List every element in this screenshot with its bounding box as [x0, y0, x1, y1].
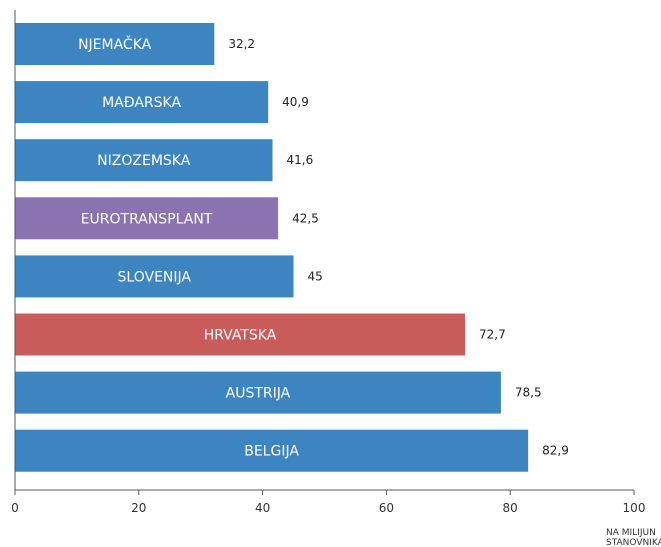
value-label: 40,9	[282, 95, 309, 109]
bar-eurotransplant	[15, 197, 279, 240]
x-tick-label: 20	[131, 501, 146, 515]
bars-layer: NJEMAČKA 32,2 MAĐARSKA 40,9 NIZOZEMSKA 41,6 EU…	[15, 23, 569, 472]
value-label: 78,5	[515, 386, 542, 400]
unit-label-line-2: STANOVNIKA	[606, 538, 661, 547]
bar-mađarska	[15, 81, 269, 124]
x-tick-label: 0	[11, 501, 19, 515]
x-tick-label: 80	[503, 501, 518, 515]
category-label: NIZOZEMSKA	[97, 153, 191, 169]
unit-label-line-1: NA MILIJUN	[606, 528, 656, 538]
bar-njemačka	[15, 23, 215, 65]
bar-slovenija	[15, 255, 294, 298]
value-label: 45	[308, 269, 323, 283]
bar-austrija	[15, 371, 501, 414]
x-tick-label: 60	[379, 501, 394, 515]
value-label: 82,9	[542, 444, 569, 458]
bar-hrvatska	[15, 313, 466, 356]
value-label: 41,6	[287, 153, 314, 167]
x-axis: 0 20 40 60 80 100	[11, 10, 645, 515]
value-label: 72,7	[479, 328, 506, 342]
category-label: HRVATSKA	[204, 328, 277, 344]
category-label: NJEMAČKA	[78, 35, 152, 53]
category-label: BELGIJA	[244, 444, 299, 460]
x-tick-label: 100	[623, 501, 646, 515]
x-tick-label: 40	[255, 501, 270, 515]
bar-nizozemska	[15, 139, 273, 182]
value-label: 32,2	[228, 37, 255, 51]
category-label: MAĐARSKA	[102, 95, 181, 111]
category-label: EUROTRANSPLANT	[81, 211, 213, 227]
category-label: SLOVENIJA	[118, 269, 192, 285]
value-label: 42,5	[292, 211, 319, 225]
category-label: AUSTRIJA	[226, 386, 291, 402]
bar-belgija	[15, 429, 529, 472]
